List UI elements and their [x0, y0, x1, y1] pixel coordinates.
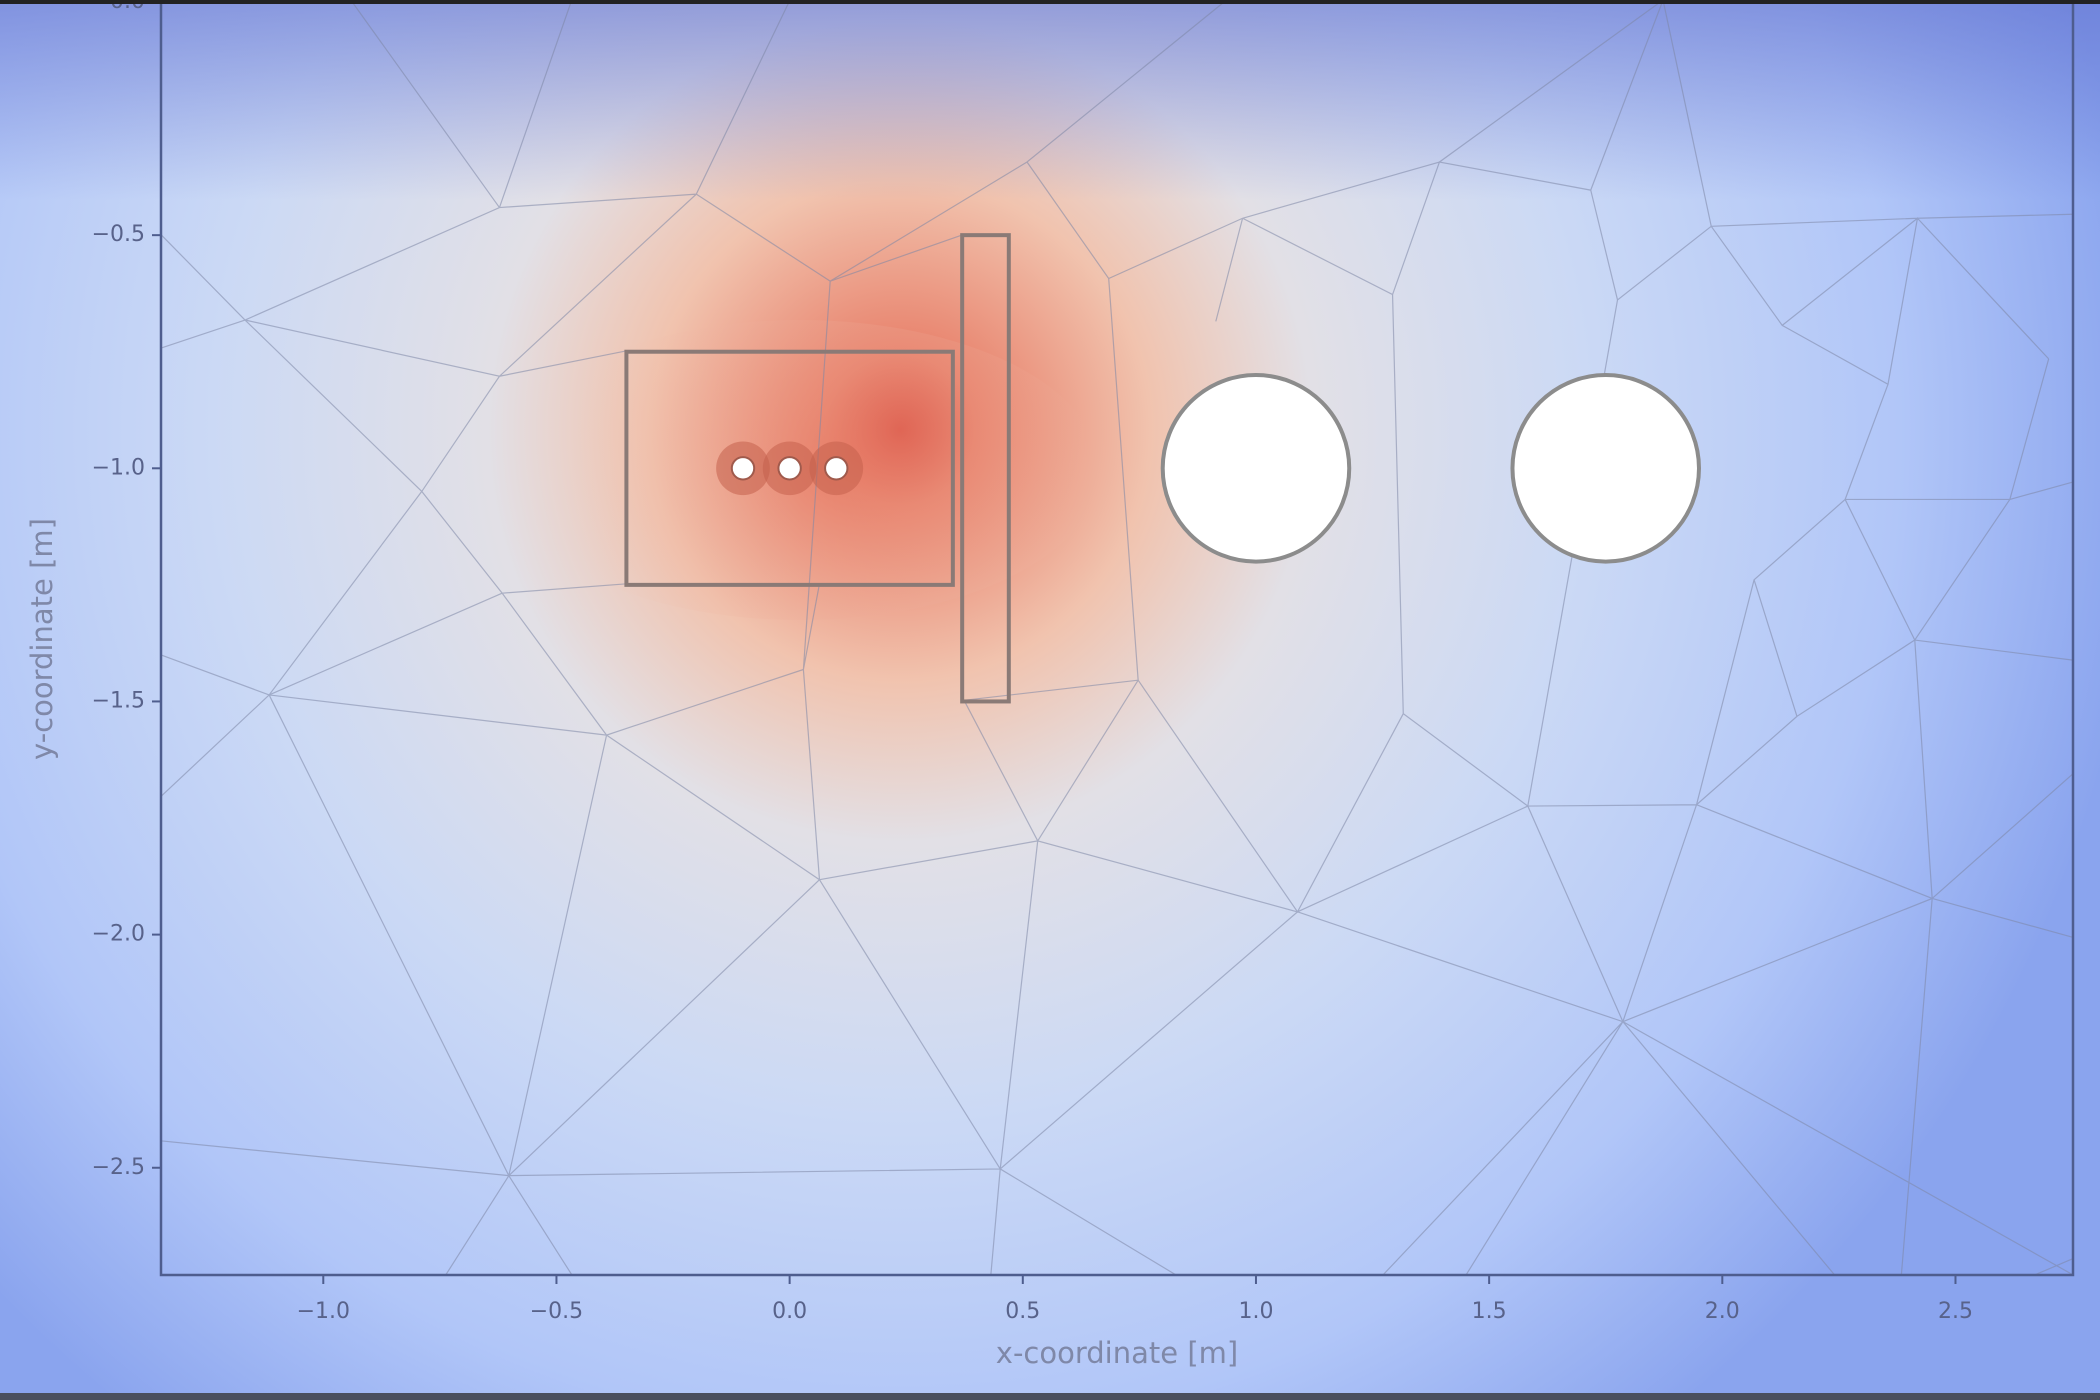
circle: [824, 456, 849, 481]
x-axis-label: x-coordinate [m]: [996, 1336, 1238, 1370]
y-tick-label: −2.5: [92, 1155, 145, 1180]
top-edge: [0, 0, 2100, 4]
circle: [1160, 373, 1352, 564]
circle: [1510, 373, 1701, 564]
x-tick-label: −0.5: [530, 1299, 583, 1324]
circle: [777, 456, 802, 481]
y-tick-label: −1.5: [92, 688, 145, 713]
x-tick-label: −1.0: [297, 1299, 350, 1324]
region: [624, 349, 955, 587]
field-shade: [0, 0, 2100, 200]
x-tick-label: 0.5: [1005, 1299, 1040, 1324]
mesh-edges: [160, 0, 2074, 1276]
mesh: [160, 0, 2074, 1276]
bottom-edge: [0, 1393, 2100, 1400]
x-tick-label: 1.5: [1472, 1299, 1507, 1324]
x-tick-label: 2.5: [1938, 1299, 1973, 1324]
y-tick-label: −1.0: [92, 455, 145, 480]
x-tick-label: 1.0: [1238, 1299, 1273, 1324]
y-tick-label: −2.0: [92, 922, 145, 947]
y-axis-label: y-coordinate [m]: [25, 518, 59, 760]
region: [960, 233, 1011, 704]
x-tick-label: 2.0: [1705, 1299, 1740, 1324]
x-tick-label: 0.0: [772, 1299, 807, 1324]
y-tick-label: −0.5: [92, 222, 145, 247]
circle: [730, 456, 756, 481]
plot-area: −1.0 −0.5 0.0 0.5 1.0 1.5 2.0 2.50.0−0.5−1.0−1.…: [92, 0, 2075, 1324]
